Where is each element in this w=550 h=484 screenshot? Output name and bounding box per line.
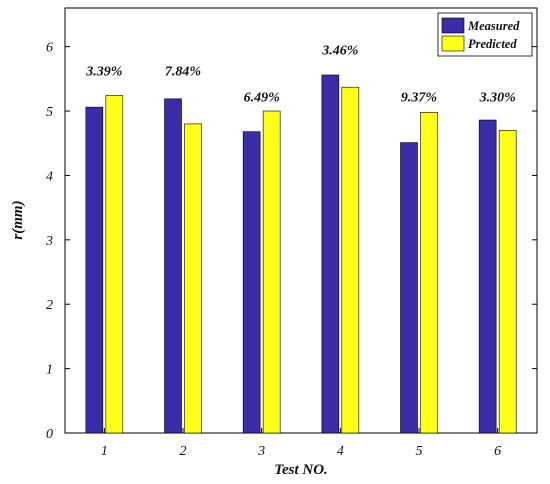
data-label-error: 3.39% [85, 65, 122, 80]
legend-swatch-measured [441, 17, 465, 34]
data-label-error: 3.46% [321, 43, 358, 58]
legend-label-predicted: Predicted [468, 37, 517, 51]
x-tick-label: 4 [337, 444, 344, 459]
data-label-error: 9.37% [401, 90, 437, 105]
bar-predicted-1 [105, 95, 124, 434]
bar-predicted-5 [420, 112, 438, 434]
bars-layer [85, 74, 517, 434]
bar-measured-4 [321, 74, 340, 434]
y-tick-label: 0 [46, 427, 53, 442]
x-axis-title: Test NO. [274, 462, 328, 478]
data-label-error: 7.84% [165, 65, 201, 80]
bar-measured-1 [85, 106, 104, 434]
y-tick-label: 5 [46, 105, 53, 120]
x-tick-label: 2 [180, 444, 187, 459]
bar-predicted-2 [184, 123, 202, 434]
y-tick-label: 6 [46, 41, 53, 56]
y-axis-title: r(mm) [10, 200, 26, 239]
x-tick-label: 1 [101, 444, 108, 459]
bar-measured-5 [400, 142, 418, 434]
bar-predicted-4 [341, 86, 360, 434]
bar-measured-2 [164, 98, 182, 434]
y-tick-label: 2 [46, 298, 53, 313]
legend-label-measured: Measured [467, 19, 520, 33]
x-tick-label: 5 [416, 444, 423, 459]
legend-swatch-predicted [441, 35, 465, 52]
legend: Measured Predicted [437, 12, 533, 57]
bar-measured-6 [478, 119, 497, 434]
data-labels: 3.39% 7.84% 6.49% 3.46% 9.37% 3.30% [85, 43, 516, 105]
x-tick-label: 3 [257, 444, 265, 459]
y-tick-label: 1 [46, 363, 53, 378]
bar-predicted-6 [498, 130, 517, 434]
y-tick-label: 3 [45, 234, 53, 249]
bar-measured-3 [242, 131, 261, 434]
x-tick-label: 6 [494, 444, 501, 459]
y-tick-label: 4 [46, 169, 53, 184]
bar-predicted-3 [262, 110, 281, 434]
plot-area [64, 7, 538, 434]
data-label-error: 3.30% [479, 90, 516, 105]
x-axis: 1 2 3 4 5 6 [101, 428, 501, 459]
data-label-error: 6.49% [244, 90, 280, 105]
y-axis: 0 1 2 3 4 5 6 [45, 41, 537, 442]
